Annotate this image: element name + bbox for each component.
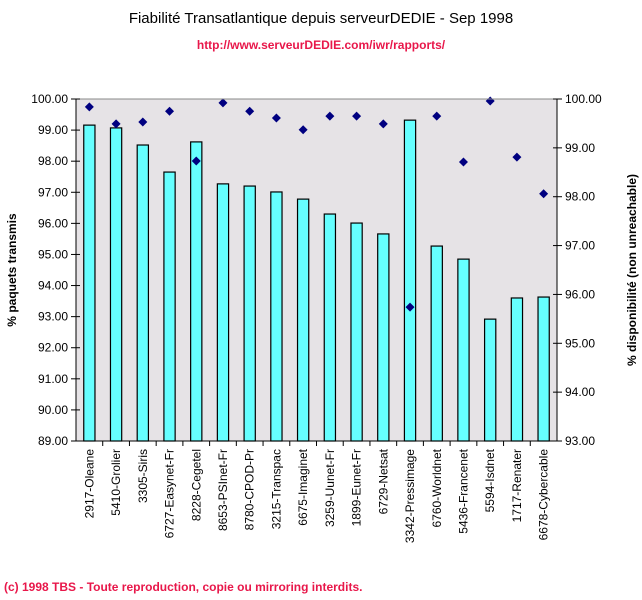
right-tick-label: 96.00	[565, 287, 595, 301]
marker-6760-Worldnet	[432, 111, 442, 121]
bar-6675-Imaginet	[296, 198, 310, 442]
bar-3305-Siris	[136, 144, 150, 442]
marker-3215-Transpac	[271, 113, 281, 123]
marker-8228-Cegetel	[191, 156, 201, 166]
x-tick-label: 3215-Transpac	[269, 449, 283, 529]
marker-8780-CPOD-Pr	[245, 106, 255, 116]
bar-2917-Oleane	[83, 124, 96, 442]
marker-6729-Netsat	[378, 119, 388, 129]
x-tick-label: 6727-Easynet-Fr	[163, 449, 177, 538]
right-tick-label: 95.00	[565, 336, 595, 350]
x-tick-label: 6729-Netsat	[376, 448, 390, 514]
left-tick-label: 96.00	[38, 216, 68, 230]
bar-3215-Transpac	[270, 191, 283, 442]
x-tick-label: 5436-Francenet	[456, 448, 470, 533]
x-tick-label: 3342-Pressimage	[403, 449, 417, 543]
marker-6727-Easynet-Fr	[165, 106, 175, 116]
bar-8780-CPOD-Pr	[243, 185, 256, 442]
bar-8653-PSInet-Fr	[216, 183, 230, 442]
x-tick-label: 8780-CPOD-Pr	[243, 449, 257, 530]
marker-series	[84, 96, 549, 312]
right-tick-label: 98.00	[565, 190, 595, 204]
x-tick-label: 5594-Isdnet	[483, 448, 497, 512]
left-tick-label: 90.00	[38, 403, 68, 417]
left-tick-label: 95.00	[38, 247, 68, 261]
bar-5410-Grolier	[109, 127, 123, 442]
marker-3305-Siris	[138, 117, 148, 127]
bar-6727-Easynet-Fr	[163, 171, 176, 442]
x-tick-label: 6760-Worldnet	[430, 448, 444, 527]
x-tick-label: 6678-Cybercable	[537, 449, 551, 541]
bar-1899-Eunet-Fr	[350, 222, 363, 442]
left-tick-label: 98.00	[38, 154, 68, 168]
marker-1717-Renater	[512, 152, 522, 162]
plot-area	[76, 99, 557, 441]
bar-5594-Isdnet	[483, 318, 497, 442]
x-tick-label: 3259-Uunet-Fr	[323, 449, 337, 527]
report-url-link[interactable]: http://www.serveurDEDIE.com/iwr/rapports…	[196, 38, 446, 52]
marker-8653-PSInet-Fr	[218, 98, 228, 108]
marker-5410-Grolier	[111, 119, 121, 129]
x-tick-label: 8228-Cegetel	[189, 449, 203, 521]
bar-6729-Netsat	[377, 233, 390, 442]
left-tick-label: 99.00	[38, 123, 68, 137]
right-tick-label: 94.00	[565, 385, 595, 399]
marker-6675-Imaginet	[298, 125, 308, 135]
right-axis-title: % disponibilité (non unreachable)	[625, 174, 639, 366]
left-axis-title: % paquets transmis	[5, 213, 19, 327]
x-tick-label: 6675-Imaginet	[296, 448, 310, 525]
right-tick-label: 97.00	[565, 239, 595, 253]
marker-5436-Francenet	[458, 157, 468, 167]
left-tick-label: 91.00	[38, 372, 68, 386]
marker-6678-Cybercable	[539, 189, 549, 199]
bar-6678-Cybercable	[537, 296, 550, 442]
right-tick-label: 100.00	[565, 92, 602, 106]
bar-3259-Uunet-Fr	[323, 213, 337, 442]
right-tick-label: 93.00	[565, 434, 595, 448]
x-tick-label: 3305-Siris	[136, 449, 150, 503]
x-tick-label: 8653-PSInet-Fr	[216, 449, 230, 531]
left-tick-label: 100.00	[31, 92, 68, 106]
x-tick-label: 1717-Renater	[510, 449, 524, 522]
marker-3342-Pressimage	[405, 302, 415, 312]
marker-3259-Uunet-Fr	[325, 111, 335, 121]
right-tick-label: 99.00	[565, 141, 595, 155]
x-tick-label: 5410-Grolier	[109, 449, 123, 516]
bar-8228-Cegetel	[190, 141, 203, 442]
marker-1899-Eunet-Fr	[352, 111, 362, 121]
bar-3342-Pressimage	[403, 119, 417, 442]
x-tick-label: 2917-Oleane	[82, 449, 96, 519]
bar-5436-Francenet	[457, 258, 470, 442]
left-tick-label: 97.00	[38, 185, 68, 199]
left-tick-label: 93.00	[38, 310, 68, 324]
axes: 2917-Oleane 5410-Grolier 3305-Siris 6727-Ea…	[31, 92, 602, 543]
copyright-notice: (c) 1998 TBS - Toute reproduction, copie…	[4, 580, 363, 594]
bar-1717-Renater	[510, 297, 524, 442]
left-tick-label: 92.00	[38, 341, 68, 355]
marker-2917-Oleane	[84, 102, 94, 112]
bar-6760-Worldnet	[430, 245, 443, 442]
left-tick-label: 94.00	[38, 279, 68, 293]
chart-title: Fiabilité Transatlantique depuis serveur…	[128, 10, 514, 27]
x-tick-label: 1899-Eunet-Fr	[350, 449, 364, 526]
left-tick-label: 89.00	[38, 434, 68, 448]
